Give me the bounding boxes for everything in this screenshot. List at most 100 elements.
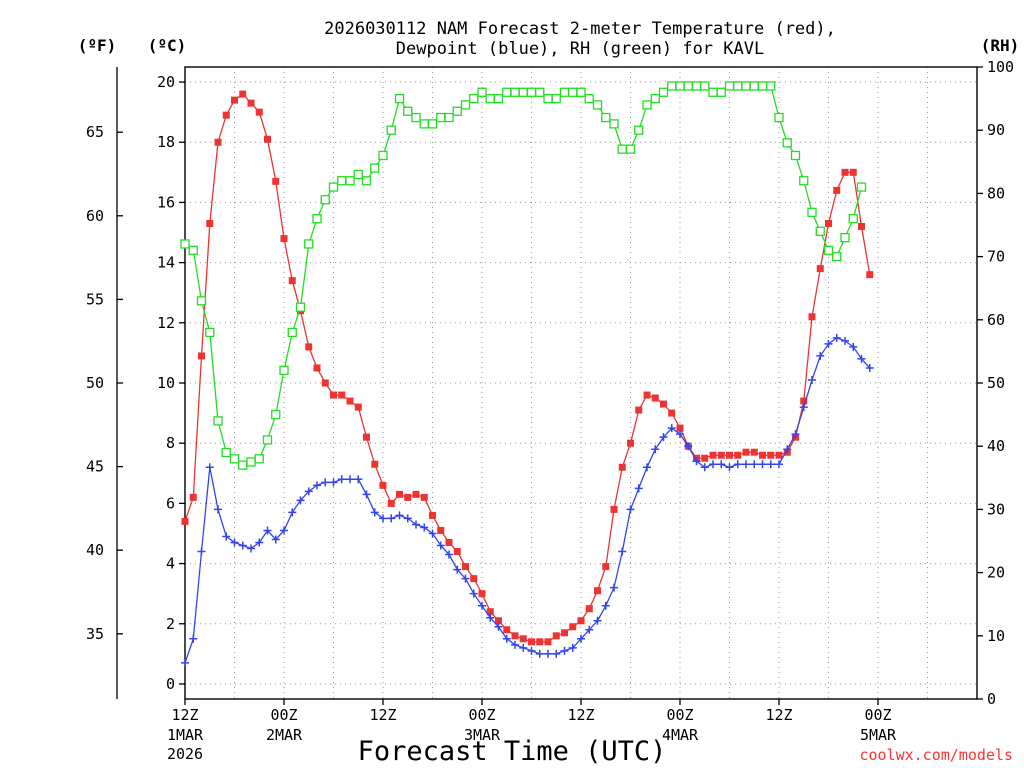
temperature-point [346,397,354,405]
fahrenheit-tick-label: 55 [86,290,104,308]
temperature-point [222,111,230,119]
dewpoint-point [197,547,206,556]
dewpoint-point [304,487,313,496]
rh-point [411,112,421,123]
temperature-point [701,454,709,462]
temperature-point [338,391,346,399]
temperature-point [726,451,733,459]
temperature-point [800,397,808,405]
fahrenheit-tick-label: 50 [86,374,104,392]
axes [116,66,983,705]
rh-tick-label: 30 [987,500,1005,518]
dewpoint-point [436,541,445,550]
dewpoint-point [610,583,618,592]
dewpoint-point [214,505,222,514]
temperature-point [503,626,511,634]
rh-point [807,207,817,218]
temperature-point [668,409,676,417]
dewpoint-point [568,643,577,652]
x-tick-year: 2026 [167,745,203,763]
rh-point [419,119,429,129]
rh-point [766,81,776,91]
rh-point [724,81,735,91]
rh-point [370,163,380,173]
temperature-point [866,271,874,279]
rh-point [180,239,190,249]
temperature-point [858,223,865,231]
rh-tick-label: 90 [987,121,1005,139]
dewpoint-point [659,433,668,442]
rh-point [510,87,520,97]
dewpoint-point [618,547,627,556]
rh-point [295,302,306,312]
dewpoint-point [593,616,602,625]
temperature-point [404,493,412,501]
rh-point [675,81,685,91]
dewpoint-point [370,508,379,517]
temperature-point [255,108,263,116]
temperature-point [198,352,205,360]
rh-point [271,409,281,420]
temperature-point [313,364,321,372]
temperature-point [412,490,420,498]
rh-unit-label: (RH) [981,36,1020,55]
celsius-tick-label: 0 [166,675,175,693]
temperature-point [387,499,395,507]
x-axis-label: Forecast Time (UTC) [358,736,667,767]
fahrenheit-unit-label: (ºF) [78,36,117,55]
dewpoint-point [733,460,742,469]
dewpoint-point [296,496,305,505]
dewpoint-point [783,445,792,454]
temperature-point [717,451,725,459]
dewpoint-point [857,354,866,363]
temperature-point [635,406,643,414]
dewpoint-point [354,475,363,484]
temperature-point [643,391,651,399]
celsius-tick-label: 14 [157,254,175,272]
dewpoint-point [791,430,800,439]
fahrenheit-tick-label: 60 [86,207,104,225]
rh-point [576,87,586,97]
dewpoint-point [585,625,594,634]
rh-point [196,296,207,306]
temperature-point [816,265,824,273]
rh-tick-label: 70 [987,248,1005,266]
credit-watermark: coolwx.com/models [859,746,1013,764]
fahrenheit-tick-label: 40 [86,541,104,559]
rh-point [741,81,751,91]
rh-point [716,87,726,97]
dewpoint-point [832,333,841,342]
rh-point [832,251,842,262]
fahrenheit-tick-label: 35 [86,625,104,643]
rh-point [469,93,479,104]
temperature-point [453,548,461,556]
rh-point [238,460,248,470]
dewpoint-point [329,478,338,487]
rh-point [790,150,801,161]
temperature-point [767,451,775,459]
dewpoint-point [222,532,231,541]
dewpoint-point [412,520,420,529]
dewpoint-point [255,538,264,547]
temperature-point [305,343,313,351]
x-tick-label: 12Z [567,706,594,724]
fahrenheit-tick-label: 45 [86,458,104,476]
x-tick-label: 12Z [171,706,198,724]
rh-point [436,112,446,123]
temperature-point [321,379,329,387]
rh-point [584,93,594,104]
celsius-tick-label: 18 [157,133,175,151]
dewpoint-point [478,601,486,610]
dewpoint-point [205,463,214,472]
celsius-tick-label: 6 [166,494,175,512]
rh-point [312,214,322,224]
temperature-point [189,493,197,501]
rh-point [782,138,792,148]
rh-point [353,169,363,180]
rh-point [361,176,372,186]
dewpoint-point [725,463,734,472]
temperature-point [569,623,577,631]
temperature-point [181,517,189,525]
temperature-point [371,460,379,468]
rh-point [601,112,611,123]
